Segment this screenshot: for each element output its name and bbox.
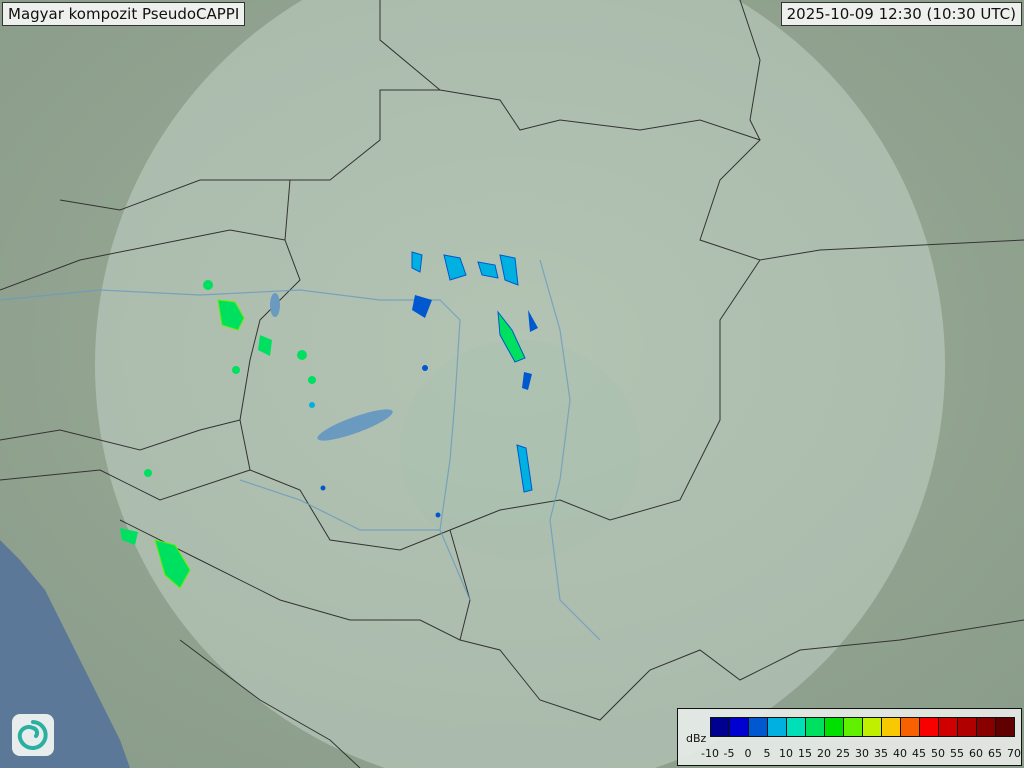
dbz-legend: dBz -10 -5 0 5 10 15 20 25 30 35 40 45 50 55 60 65 70 <box>677 708 1022 766</box>
legend-swatch <box>901 718 920 736</box>
legend-swatch <box>977 718 996 736</box>
radar-echoes <box>120 251 538 589</box>
legend-tick-label: 10 <box>779 747 793 760</box>
legend-swatch <box>787 718 806 736</box>
legend-swatch <box>939 718 958 736</box>
legend-ticks: -10 -5 0 5 10 15 20 25 30 35 40 45 50 55 60 65 70 <box>701 747 1021 761</box>
legend-swatch <box>825 718 844 736</box>
legend-tick-label: 35 <box>874 747 888 760</box>
legend-tick-label: 0 <box>744 747 752 760</box>
map-title: Magyar kompozit PseudoCAPPI <box>2 2 246 26</box>
legend-unit: dBz <box>686 732 707 745</box>
legend-tick-label: -5 <box>723 747 735 760</box>
legend-tick-label: 70 <box>1007 747 1021 760</box>
legend-tick-label: 50 <box>931 747 945 760</box>
radar-coverage-area <box>95 0 945 768</box>
legend-tick-label: 5 <box>763 747 771 760</box>
legend-swatch <box>882 718 901 736</box>
legend-swatch <box>730 718 749 736</box>
swirl-logo-icon <box>12 714 54 756</box>
timestamp: 2025-10-09 12:30 (10:30 UTC) <box>780 2 1022 26</box>
legend-tick-label: 30 <box>855 747 869 760</box>
rivers <box>0 259 601 641</box>
legend-swatch <box>768 718 787 736</box>
legend-swatch <box>711 718 730 736</box>
legend-tick-label: -10 <box>701 747 719 760</box>
legend-tick-label: 60 <box>969 747 983 760</box>
legend-swatch <box>863 718 882 736</box>
legend-swatch <box>844 718 863 736</box>
lakes <box>270 293 393 441</box>
legend-tick-label: 15 <box>798 747 812 760</box>
legend-colorbar <box>710 717 1015 737</box>
legend-swatch <box>958 718 977 736</box>
legend-swatch <box>806 718 825 736</box>
legend-swatch <box>749 718 768 736</box>
legend-tick-label: 65 <box>988 747 1002 760</box>
legend-tick-label: 40 <box>893 747 907 760</box>
adriatic-sea <box>0 540 130 768</box>
legend-swatch <box>996 718 1014 736</box>
legend-swatch <box>920 718 939 736</box>
legend-tick-label: 20 <box>817 747 831 760</box>
legend-tick-label: 55 <box>950 747 964 760</box>
legend-tick-label: 45 <box>912 747 926 760</box>
legend-tick-label: 25 <box>836 747 850 760</box>
